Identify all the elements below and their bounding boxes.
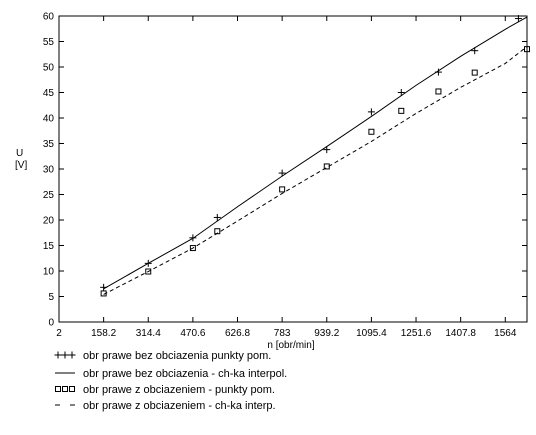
y-tick-label: 0 — [48, 318, 54, 329]
data-point-square — [279, 186, 286, 193]
y-tick-label: 45 — [43, 88, 55, 99]
data-point-square — [189, 245, 196, 252]
interpolation-line-with-load — [103, 46, 528, 295]
x-tick-label: 1407.8 — [445, 328, 476, 339]
x-tick-label: 939.2 — [314, 328, 339, 339]
series-4 — [103, 46, 528, 295]
data-point-plus — [213, 213, 221, 221]
series-2 — [103, 16, 528, 290]
y-tick-label: 10 — [43, 267, 55, 278]
data-point-plus — [323, 146, 331, 154]
data-point-square — [368, 128, 375, 135]
x-tick-label: 1251.6 — [401, 328, 432, 339]
legend-symbol-1 — [54, 351, 76, 359]
legend-label-2: obr prawe bez obciazenia - ch-ka interpo… — [83, 368, 287, 380]
legend-label-4: obr prawe z obciazeniem - ch-ka interp. — [83, 400, 276, 412]
x-tick-label: 2 — [56, 328, 62, 339]
y-tick-label: 40 — [43, 114, 55, 125]
x-tick-label: 1564 — [494, 328, 517, 339]
y-tick-label: 60 — [43, 12, 55, 23]
x-axis: 2 158.2 314.4 470.6 626.8 783 939.2 1095.4 1251.… — [56, 16, 517, 339]
y-tick-label: 35 — [43, 139, 55, 150]
legend-label-3: obr prawe z obciazeniem - punkty pom. — [83, 384, 275, 396]
data-point-plus — [367, 108, 375, 116]
y-tick-label: 25 — [43, 190, 55, 201]
series-layer — [100, 15, 530, 297]
y-tick-label: 5 — [48, 292, 54, 303]
legend-square — [55, 386, 61, 392]
y-tick-label: 50 — [43, 63, 55, 74]
data-point-square — [471, 69, 478, 76]
interpolation-line-no-load — [103, 16, 528, 290]
x-tick-label: 783 — [274, 328, 291, 339]
data-point-plus — [278, 169, 286, 177]
x-tick-label: 470.6 — [180, 328, 205, 339]
legend-square — [69, 386, 75, 392]
x-tick-label: 1095.4 — [356, 328, 387, 339]
data-point-square — [398, 107, 405, 114]
y-tick-label: 15 — [43, 241, 55, 252]
data-point-plus — [397, 89, 405, 96]
y-tick-label: 30 — [43, 165, 55, 176]
series-1 — [100, 15, 522, 291]
y-axis: 0 5 10 15 20 25 30 35 40 45 50 55 60 — [43, 12, 527, 329]
legend-symbol-3 — [55, 386, 75, 392]
data-point-square — [435, 88, 442, 95]
x-tick-label: 626.8 — [225, 328, 250, 339]
y-axis-label-line-2: [V] — [15, 160, 27, 171]
legend: obr prawe bez obciazenia punkty pom. obr … — [54, 350, 287, 412]
y-tick-label: 55 — [43, 37, 55, 48]
x-tick-label: 314.4 — [136, 328, 161, 339]
x-tick-label: 158.2 — [91, 328, 116, 339]
series-3 — [100, 46, 530, 297]
legend-square — [62, 386, 68, 392]
data-point-plus — [514, 15, 522, 23]
legend-label-1: obr prawe bez obciazenia punkty pom. — [83, 350, 271, 362]
y-tick-label: 20 — [43, 216, 55, 227]
data-point-square — [145, 268, 152, 275]
x-axis-label: n [obr/min] — [267, 340, 314, 351]
y-axis-label-line-1: U — [16, 148, 23, 159]
